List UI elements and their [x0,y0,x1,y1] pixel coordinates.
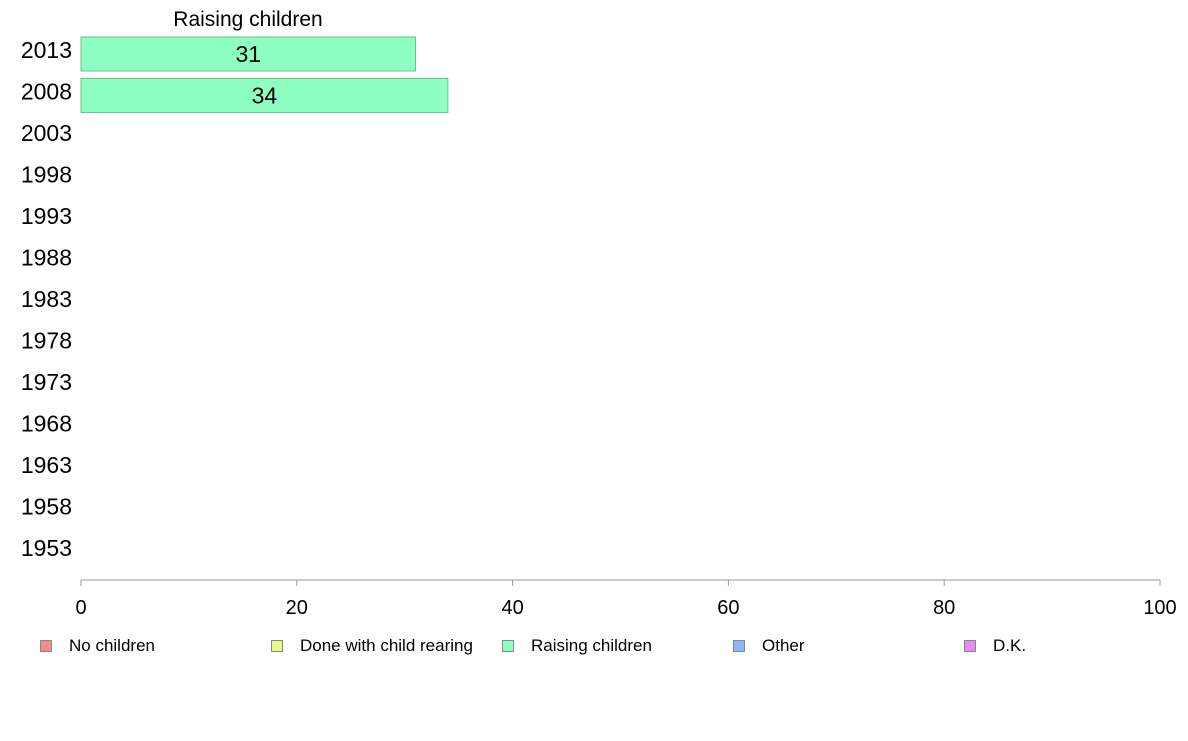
y-tick-label: 2013 [21,37,72,63]
bars: 31 34 [80,36,449,113]
y-tick-label: 1973 [21,369,72,395]
y-tick-label: 2008 [21,79,72,105]
y-tick-label: 1998 [21,162,72,188]
legend-swatch-raising-children [502,640,514,652]
legend-item-dk: D.K. [964,632,1026,660]
x-tick-label: 60 [717,597,739,619]
legend-swatch-done-with-child-rearing [271,640,283,652]
x-tick-label: 0 [75,597,86,619]
bar [80,78,449,113]
legend-item-raising-children: Raising children [502,632,652,660]
y-tick-label: 1968 [21,411,72,437]
x-tick-label: 100 [1143,597,1176,619]
bar-value-label: 31 [235,41,261,67]
legend-item-other: Other [733,632,805,660]
y-tick-label: 1963 [21,452,72,478]
legend-label: Done with child rearing [300,636,473,655]
y-tick-label: 1988 [21,245,72,271]
y-axis-labels: 2013 2008 2003 1998 1993 1988 1983 1978 1973 1968… [21,37,72,561]
legend-item-done-with-child-rearing: Done with child rearing [271,632,473,660]
legend-swatch-dk [964,640,976,652]
y-tick-label: 1953 [21,535,72,561]
legend-label: D.K. [993,636,1027,655]
y-tick-label: 2003 [21,120,72,146]
x-axis: 0 20 40 60 80 100 [75,579,1177,619]
bar [80,36,416,72]
legend: No children Done with child rearing Rais… [0,632,1188,660]
y-tick-label: 1993 [21,203,72,229]
legend-swatch-no-children [40,640,52,652]
legend-swatch-other [733,640,745,652]
x-tick-label: 20 [286,597,308,619]
bar-value-label: 34 [252,83,278,109]
x-tick-label: 80 [933,597,955,619]
legend-label: Other [762,636,805,655]
chart-title: Raising children [173,8,322,31]
y-tick-label: 1983 [21,286,72,312]
y-tick-label: 1958 [21,494,72,520]
legend-label: Raising children [531,636,652,655]
legend-label: No children [69,636,155,655]
y-tick-label: 1978 [21,328,72,354]
x-tick-label: 40 [501,597,523,619]
legend-item-no-children: No children [40,632,155,660]
